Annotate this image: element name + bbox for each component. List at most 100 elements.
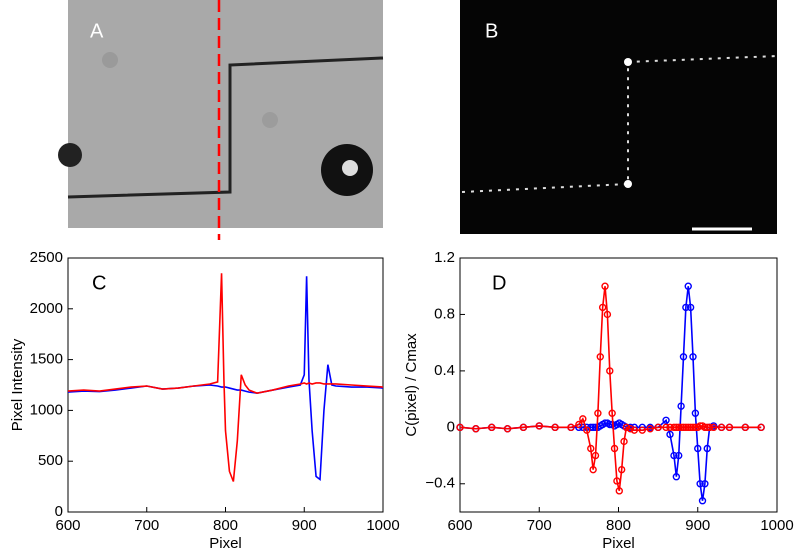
panel-label: D [492, 272, 506, 294]
data-point [579, 415, 587, 423]
data-point [717, 423, 726, 432]
data-point [686, 303, 695, 312]
data-point [610, 444, 619, 453]
data-point [679, 353, 688, 361]
data-point [551, 423, 559, 432]
data-point [684, 423, 692, 432]
y-tick-label: 2000 [30, 300, 63, 317]
plot-frame [459, 257, 778, 513]
series-line [459, 286, 762, 492]
data-point [686, 423, 695, 432]
data-point [701, 423, 709, 432]
x-tick-label: 600 [55, 517, 80, 534]
micrograph-a: A [58, 0, 384, 240]
x-tick-label: 800 [606, 517, 631, 534]
x-tick-label: 900 [685, 517, 710, 534]
data-point [622, 423, 631, 432]
data-point [638, 426, 646, 434]
data-point [696, 422, 704, 430]
data-point [615, 487, 623, 495]
data-point [626, 425, 635, 433]
y-tick-label: 0 [55, 503, 63, 520]
data-point [684, 282, 692, 290]
x-tick-label: 800 [213, 517, 238, 534]
data-point [682, 423, 690, 432]
data-point [694, 444, 702, 453]
data-point [589, 465, 597, 474]
data-point [757, 423, 765, 432]
data-point [691, 423, 700, 432]
x-tick-label: 700 [527, 517, 552, 534]
data-point [670, 423, 678, 432]
data-point [698, 497, 707, 505]
data-point [682, 303, 690, 312]
y-axis-label: C(pixel) / Cmax [403, 333, 420, 437]
data-point [662, 423, 670, 432]
data-point [696, 480, 704, 488]
data-point [672, 423, 681, 432]
y-tick-label: 2500 [30, 249, 63, 266]
y-tick-label: 0 [447, 418, 455, 435]
data-point [705, 423, 714, 432]
data-point [675, 423, 683, 432]
data-point [646, 425, 654, 433]
y-tick-label: 500 [38, 452, 63, 469]
data-point [606, 367, 614, 375]
data-point [456, 423, 464, 432]
x-axis-label: Pixel [602, 535, 635, 552]
y-tick-label: −0.4 [425, 475, 455, 492]
data-point [741, 423, 749, 432]
x-axis-label: Pixel [209, 535, 242, 552]
data-point [670, 451, 678, 460]
data-point [608, 409, 616, 417]
data-point [583, 426, 591, 434]
y-tick-label: 1.2 [434, 249, 455, 266]
data-point [691, 409, 700, 417]
data-point [591, 451, 600, 460]
data-point [672, 473, 681, 481]
y-tick-label: 0.4 [434, 362, 455, 379]
data-point [725, 423, 734, 432]
series-line [67, 276, 384, 482]
series-line [67, 273, 384, 482]
data-point [488, 423, 496, 432]
data-point [519, 423, 528, 432]
data-point [603, 310, 612, 319]
data-point [677, 423, 685, 432]
panel-label: A [90, 20, 104, 42]
data-point [591, 423, 600, 432]
data-point [620, 437, 628, 446]
data-point [689, 353, 697, 361]
panel-label: C [92, 272, 106, 294]
data-point [617, 465, 626, 474]
data-point [613, 477, 621, 485]
data-point [596, 353, 604, 361]
y-axis-label: Pixel Intensity [9, 338, 26, 431]
data-point [675, 451, 683, 460]
data-point [598, 303, 607, 312]
data-point [589, 423, 597, 432]
y-tick-label: 1000 [30, 401, 63, 418]
y-tick-label: 0.8 [434, 305, 455, 322]
data-point [594, 409, 602, 417]
data-point [472, 425, 480, 433]
data-point [601, 419, 609, 427]
panel-label: B [485, 20, 498, 42]
data-point [601, 282, 609, 290]
x-tick-label: 700 [134, 517, 159, 534]
data-point [630, 426, 639, 434]
data-point [709, 423, 718, 432]
series-line [459, 286, 762, 501]
data-point [567, 423, 575, 432]
data-point [587, 444, 595, 453]
data-point [703, 444, 711, 453]
data-point [679, 423, 688, 432]
micrograph-b: B [460, 0, 778, 234]
data-point [701, 480, 709, 488]
y-tick-label: 1500 [30, 351, 63, 368]
data-point [666, 430, 674, 439]
x-tick-label: 1000 [366, 517, 399, 534]
data-point [662, 416, 670, 424]
x-tick-label: 600 [447, 517, 472, 534]
